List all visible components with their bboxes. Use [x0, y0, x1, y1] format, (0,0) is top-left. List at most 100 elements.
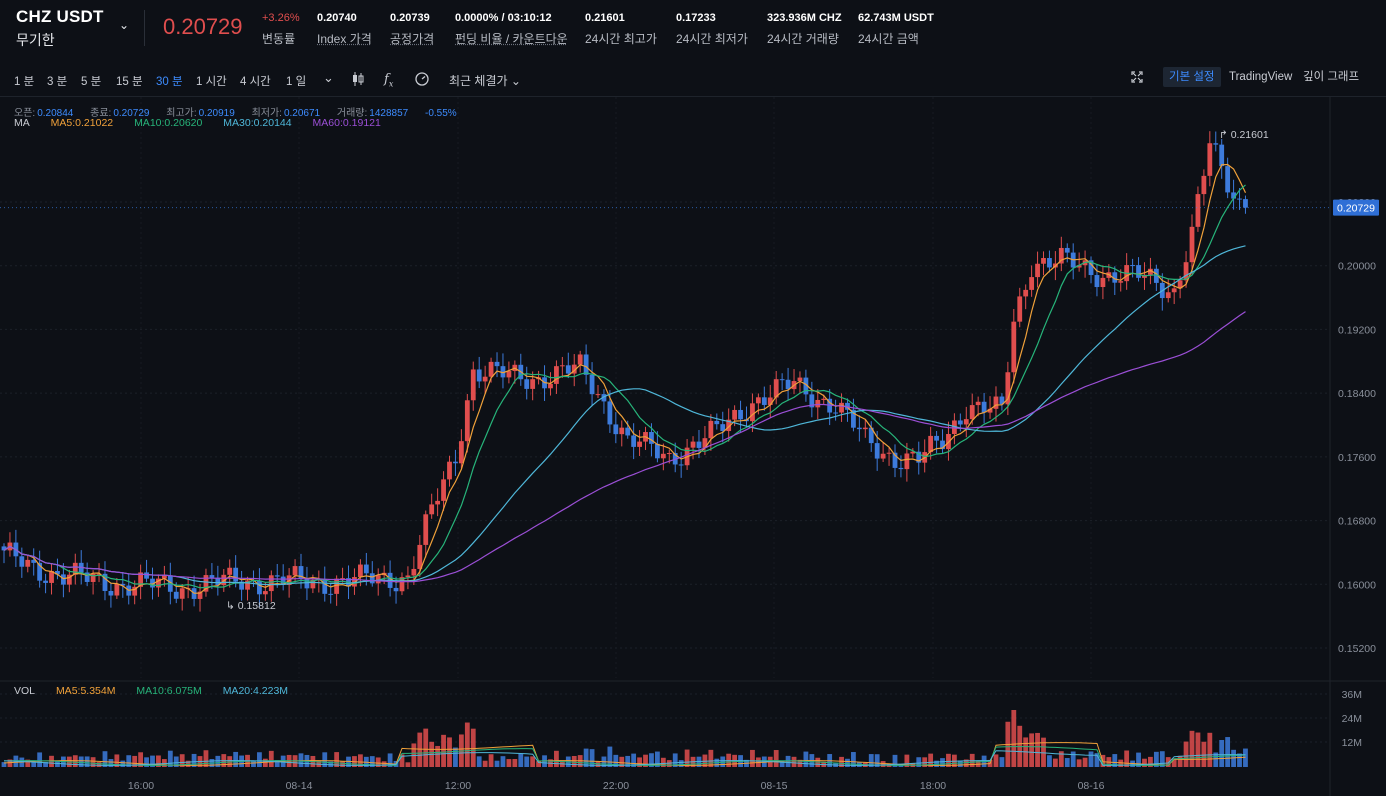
timeframe-30m[interactable]: 30 분	[156, 76, 183, 88]
view-tradingview[interactable]: TradingView	[1229, 71, 1293, 83]
funding-label[interactable]: 펀딩 비율 / 카운트다운	[455, 32, 568, 46]
volume-bar	[251, 760, 256, 767]
candle	[761, 397, 767, 405]
gauge-icon[interactable]	[415, 72, 429, 89]
candle	[625, 427, 631, 436]
symbol-name[interactable]: CHZ USDT	[16, 7, 104, 26]
volume-bar	[1112, 754, 1118, 767]
price-axis-label: 0.19200	[1338, 324, 1376, 336]
low-marker: ↳ 0.15812	[226, 600, 276, 612]
candle	[886, 452, 892, 454]
candle	[975, 401, 981, 406]
volume-bar	[839, 756, 844, 767]
fx-icon[interactable]: fx	[384, 72, 394, 89]
candle	[678, 464, 684, 466]
change-label: 변동률	[262, 32, 296, 46]
candle	[773, 379, 779, 398]
time-axis-label: 08-14	[286, 780, 313, 792]
high24-value: 0.21601	[585, 12, 625, 24]
volume-bar	[1183, 741, 1189, 767]
price-axis-label: 0.17600	[1338, 452, 1376, 464]
high-label: 최고가:	[166, 108, 197, 119]
timeframe-3m[interactable]: 3 분	[47, 76, 68, 88]
volume-bar	[173, 756, 179, 767]
volume-bar	[55, 761, 60, 767]
vol-ma5-value: MA5:5.354M	[55, 685, 116, 697]
volume-bar	[358, 754, 363, 767]
candle	[660, 453, 666, 459]
time-axis-label: 18:00	[920, 780, 946, 792]
candle	[506, 371, 512, 378]
timeframe-15m[interactable]: 15 분	[116, 76, 143, 88]
candle	[1005, 372, 1011, 405]
candle	[1183, 262, 1189, 281]
candle	[239, 581, 244, 590]
index-label[interactable]: Index 가격	[317, 32, 372, 46]
volume-bar	[946, 753, 951, 767]
candle	[310, 579, 316, 589]
timeframe-5m[interactable]: 5 분	[81, 76, 102, 88]
volume-bar	[268, 750, 274, 767]
view-depth[interactable]: 깊이 그래프	[1303, 71, 1360, 83]
candle	[43, 580, 48, 583]
candle	[708, 420, 714, 439]
view-basic[interactable]: 기본 설정	[1163, 67, 1221, 87]
candle	[548, 383, 553, 389]
candle	[138, 572, 144, 587]
candle	[322, 579, 328, 594]
candle	[720, 424, 726, 432]
open-value: 0.20844	[37, 108, 74, 119]
candle	[66, 574, 72, 585]
timeframe-1m[interactable]: 1 분	[14, 76, 35, 88]
candle	[779, 379, 785, 381]
chevron-down-icon[interactable]: ⌄	[119, 18, 130, 32]
volume-bar	[655, 751, 660, 767]
volume-bar	[138, 752, 144, 767]
candle	[940, 440, 945, 450]
market-header: CHZ USDT 무기한 ⌄ 0.20729 +3.26% 변동률 0.2074…	[0, 0, 1386, 60]
price-axis-label: 0.20000	[1338, 261, 1376, 273]
volume-bar	[993, 754, 999, 767]
candle	[1177, 280, 1183, 289]
chevron-down-icon[interactable]: ⌄	[323, 70, 334, 85]
candle	[334, 578, 340, 594]
candle	[215, 577, 221, 586]
timeframe-4h[interactable]: 4 시간	[240, 76, 271, 88]
volume-bar	[31, 761, 37, 767]
recent-trades-selector[interactable]: 최근 체결가 ⌄	[449, 72, 521, 89]
volume-bar	[1189, 730, 1195, 767]
candle	[1076, 265, 1082, 268]
volume-bar	[1035, 732, 1040, 767]
candle	[1153, 268, 1159, 283]
timeframe-1h[interactable]: 1 시간	[196, 76, 227, 88]
low24-value: 0.17233	[676, 12, 716, 24]
candle	[227, 567, 233, 575]
fair-value: 0.20739	[390, 12, 430, 24]
candle	[1195, 194, 1201, 227]
candle	[839, 402, 844, 413]
price-chart[interactable]: 0.208000.200000.192000.184000.176000.168…	[0, 97, 1386, 796]
fair-label[interactable]: 공정가격	[390, 32, 435, 46]
timeframe-1d[interactable]: 1 일	[286, 76, 307, 88]
volume-bar	[892, 754, 898, 767]
candle	[904, 453, 910, 470]
candle	[815, 399, 821, 408]
candle	[1023, 289, 1029, 297]
price-axis-label: 0.18400	[1338, 388, 1376, 400]
volume-bar	[613, 754, 619, 767]
candle	[619, 427, 625, 435]
volume-bar	[536, 761, 541, 767]
time-axis-label: 22:00	[603, 780, 629, 792]
time-axis-label: 08-15	[761, 780, 788, 792]
candlestick-icon[interactable]	[352, 72, 364, 89]
candle	[298, 566, 304, 579]
symbol-selector[interactable]: CHZ USDT 무기한	[16, 7, 104, 50]
fullscreen-icon[interactable]	[1131, 71, 1143, 86]
candle	[31, 559, 37, 563]
volume-bar	[506, 759, 512, 767]
candle	[732, 409, 738, 420]
price-axis-label: 0.16000	[1338, 579, 1376, 591]
high-value: 0.20919	[198, 108, 235, 119]
volume-bar	[554, 750, 559, 767]
volume-bar	[1047, 755, 1052, 767]
